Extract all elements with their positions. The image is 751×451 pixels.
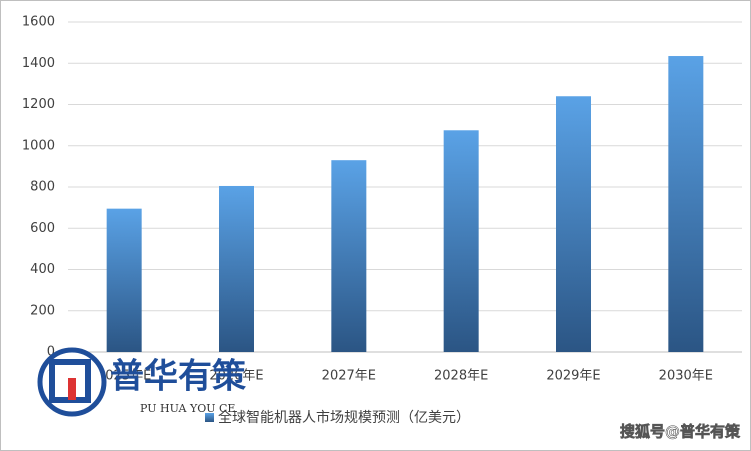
x-tick-label: 2025年E <box>97 369 151 384</box>
y-tick-label: 600 <box>30 221 55 236</box>
y-tick-label: 1200 <box>22 97 55 112</box>
y-tick-label: 1600 <box>22 15 55 30</box>
legend-swatch <box>205 413 214 422</box>
y-tick-label: 200 <box>30 303 55 318</box>
x-tick-label: 2030年E <box>659 369 713 384</box>
y-tick-label: 1400 <box>22 56 55 71</box>
x-tick-label: 2026年E <box>209 369 263 384</box>
logo-accent <box>68 378 76 400</box>
bar <box>106 208 142 352</box>
bar <box>556 96 591 352</box>
x-tick-label: 2029年E <box>546 369 600 384</box>
y-tick-label: 0 <box>47 345 55 360</box>
source: 搜狐号@普华有策 <box>620 423 741 441</box>
y-tick-label: 1000 <box>22 138 55 153</box>
logo-subtext: PU HUA YOU CE <box>140 402 235 415</box>
x-tick-label: 2028年E <box>434 369 488 384</box>
legend-label: 全球智能机器人市场规模预测（亿美元） <box>218 409 470 426</box>
bar <box>331 160 367 352</box>
bar <box>443 130 479 352</box>
logo-text: 普华有策 <box>110 357 246 397</box>
y-tick-label: 800 <box>30 180 55 195</box>
y-tick-label: 400 <box>30 262 55 277</box>
watermark: 普华有策 PU HUA YOU CE <box>37 347 246 417</box>
bar <box>219 185 254 352</box>
x-tick-label: 2027年E <box>322 369 376 384</box>
bar <box>668 56 704 352</box>
